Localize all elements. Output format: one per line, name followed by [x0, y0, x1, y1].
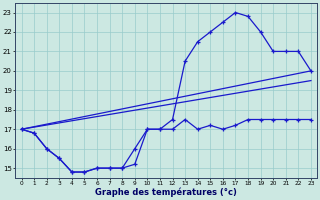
X-axis label: Graphe des températures (°c): Graphe des températures (°c)	[95, 188, 237, 197]
